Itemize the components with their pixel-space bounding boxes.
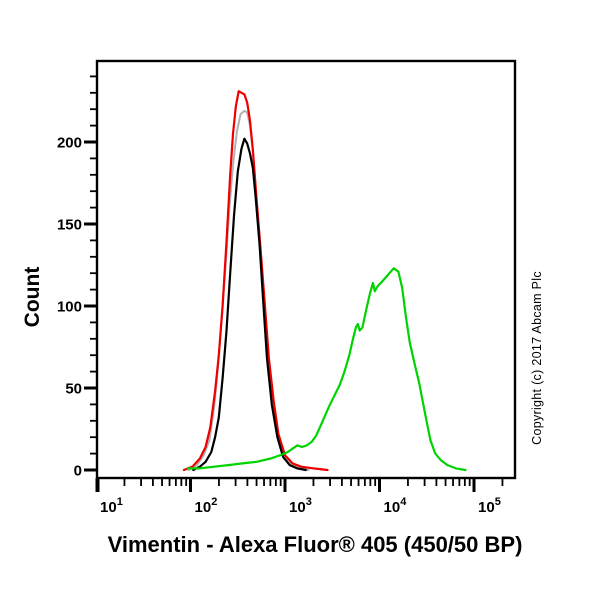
histogram-curve-black <box>192 137 307 472</box>
y-tick-label: 100 <box>57 299 82 316</box>
y-axis-title: Count <box>21 266 44 328</box>
x-tick-label: 103 <box>289 496 312 516</box>
x-tick-label: 105 <box>478 496 501 516</box>
copyright-notice: Copyright (c) 2017 Abcam Plc <box>530 271 544 445</box>
x-axis-title: Vimentin - Alexa Fluor® 405 (450/50 BP) <box>107 532 523 557</box>
x-tick-label: 104 <box>384 496 408 516</box>
histogram-curve-gray <box>187 109 310 471</box>
histogram-curve-green <box>186 267 467 472</box>
x-tick-label: 101 <box>100 496 123 516</box>
histogram-curve-red <box>182 90 329 472</box>
y-tick-label: 150 <box>57 217 82 234</box>
plot-frame <box>95 59 517 480</box>
y-tick-label: 0 <box>74 463 82 480</box>
y-tick-label: 200 <box>57 135 82 152</box>
x-tick-label: 102 <box>195 496 218 516</box>
y-tick-label: 50 <box>65 381 82 398</box>
